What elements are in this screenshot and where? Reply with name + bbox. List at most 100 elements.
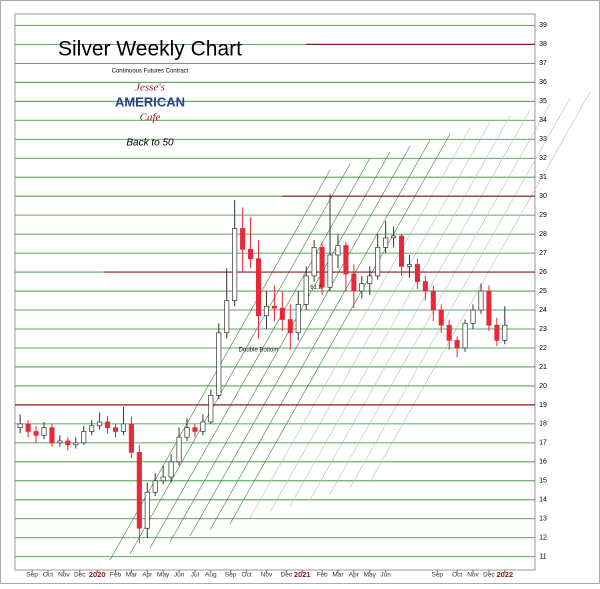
candle-body xyxy=(17,423,23,429)
y-tick-label: 26 xyxy=(539,269,547,276)
x-tick-label: Jun xyxy=(380,572,391,579)
chart-title: Silver Weekly Chart xyxy=(58,38,242,61)
y-tick-label: 19 xyxy=(539,402,547,409)
x-tick-label: Nov xyxy=(261,572,273,579)
candle-body xyxy=(383,237,389,248)
y-tick-label: 18 xyxy=(539,421,547,428)
candle-body xyxy=(351,273,357,292)
y-tick-label: 34 xyxy=(539,117,547,124)
y-tick-label: 36 xyxy=(539,79,547,86)
candle-body xyxy=(327,254,333,288)
x-tick-label: Dec xyxy=(74,572,86,579)
candle-body xyxy=(73,442,79,446)
candle-body xyxy=(446,324,452,341)
candle-body xyxy=(49,427,55,444)
x-tick-label: Oct xyxy=(452,572,462,579)
x-tick-label: Dec xyxy=(483,572,495,579)
candle-body xyxy=(255,258,262,317)
diagonal xyxy=(129,163,351,555)
x-tick-label: Apr xyxy=(142,572,153,579)
candle-body xyxy=(160,476,166,482)
y-tick-label: 31 xyxy=(539,174,547,181)
candle-body xyxy=(208,395,214,423)
candle-body xyxy=(152,480,158,493)
y-tick-label: 37 xyxy=(539,60,547,67)
candle-body xyxy=(168,461,174,478)
candle-body xyxy=(486,290,492,326)
y-tick-label: 27 xyxy=(539,250,547,257)
x-tick-label: Nov xyxy=(58,572,70,579)
diagonal xyxy=(369,91,591,483)
x-tick-label: Jul xyxy=(191,572,200,579)
candle-body xyxy=(303,275,309,305)
y-tick-label: 22 xyxy=(539,345,547,352)
y-tick-label: 32 xyxy=(539,155,547,162)
y-tick-label: 25 xyxy=(539,288,547,295)
logo-text: Cafe xyxy=(140,112,161,124)
candle-body xyxy=(105,421,111,429)
x-tick-label: Feb xyxy=(110,572,122,579)
diagonal xyxy=(149,157,371,549)
candle-body xyxy=(248,248,254,260)
y-tick-label: 21 xyxy=(539,364,547,371)
x-tick-label: Oct xyxy=(242,572,252,579)
note: Back to 50 xyxy=(126,138,174,149)
diagonal xyxy=(249,127,471,519)
annotation: 61.8 xyxy=(310,285,322,291)
candle-body xyxy=(438,309,444,326)
candle-body xyxy=(120,423,126,432)
y-tick-label: 30 xyxy=(539,193,547,200)
candle-body xyxy=(319,247,325,288)
candle-body xyxy=(240,228,246,250)
x-tick-label: Sep xyxy=(225,572,237,579)
candle-body xyxy=(192,427,198,432)
candle-body xyxy=(494,324,500,341)
candle-body xyxy=(470,309,476,324)
y-tick-label: 14 xyxy=(539,497,547,504)
x-tick-label: Mar xyxy=(126,572,138,579)
y-tick-label: 12 xyxy=(539,535,547,542)
candle-body xyxy=(430,290,436,311)
diagonal xyxy=(349,97,571,489)
diagonal xyxy=(189,145,411,537)
diagonal xyxy=(229,133,451,525)
y-tick-label: 11 xyxy=(539,554,546,561)
candle-body xyxy=(375,247,381,277)
candle-body xyxy=(25,423,31,432)
y-tick-label: 15 xyxy=(539,478,547,485)
candle-body xyxy=(406,264,413,267)
candle-body xyxy=(398,235,405,267)
x-tick-label: Aug xyxy=(205,572,217,579)
y-tick-label: 20 xyxy=(539,383,547,390)
x-tick-label: May xyxy=(157,572,170,579)
candle-body xyxy=(478,290,484,311)
y-tick-label: 23 xyxy=(539,326,547,333)
x-tick-label: Dec xyxy=(281,572,293,579)
diagonal xyxy=(209,139,431,531)
candle-body xyxy=(391,235,397,239)
x-tick-label: Jun xyxy=(174,572,185,579)
y-tick-label: 29 xyxy=(539,212,547,219)
logo-text: Jesse's xyxy=(135,82,165,94)
diagonal xyxy=(309,109,531,501)
x-tick-label: May xyxy=(364,572,377,579)
x-tick-label: Sep xyxy=(431,572,443,579)
annotation: Double Bottom xyxy=(239,347,279,353)
chart-subtitle: Continuous Futures Contract xyxy=(112,69,189,75)
y-tick-label: 35 xyxy=(539,98,547,105)
x-tick-label: Sep xyxy=(26,572,38,579)
candle-body xyxy=(65,440,71,446)
diagonal xyxy=(169,151,391,543)
plot-frame xyxy=(14,13,536,571)
candle-body xyxy=(216,332,222,396)
candle-body xyxy=(41,427,47,436)
candle-body xyxy=(295,303,301,334)
candle-body xyxy=(184,427,190,438)
candle-body xyxy=(57,440,63,444)
y-tick-label: 16 xyxy=(539,459,547,466)
candle-body xyxy=(367,275,373,284)
y-tick-label: 13 xyxy=(539,516,547,523)
candle-body xyxy=(454,340,460,349)
diagonal xyxy=(269,121,491,513)
candle-body xyxy=(462,322,468,349)
